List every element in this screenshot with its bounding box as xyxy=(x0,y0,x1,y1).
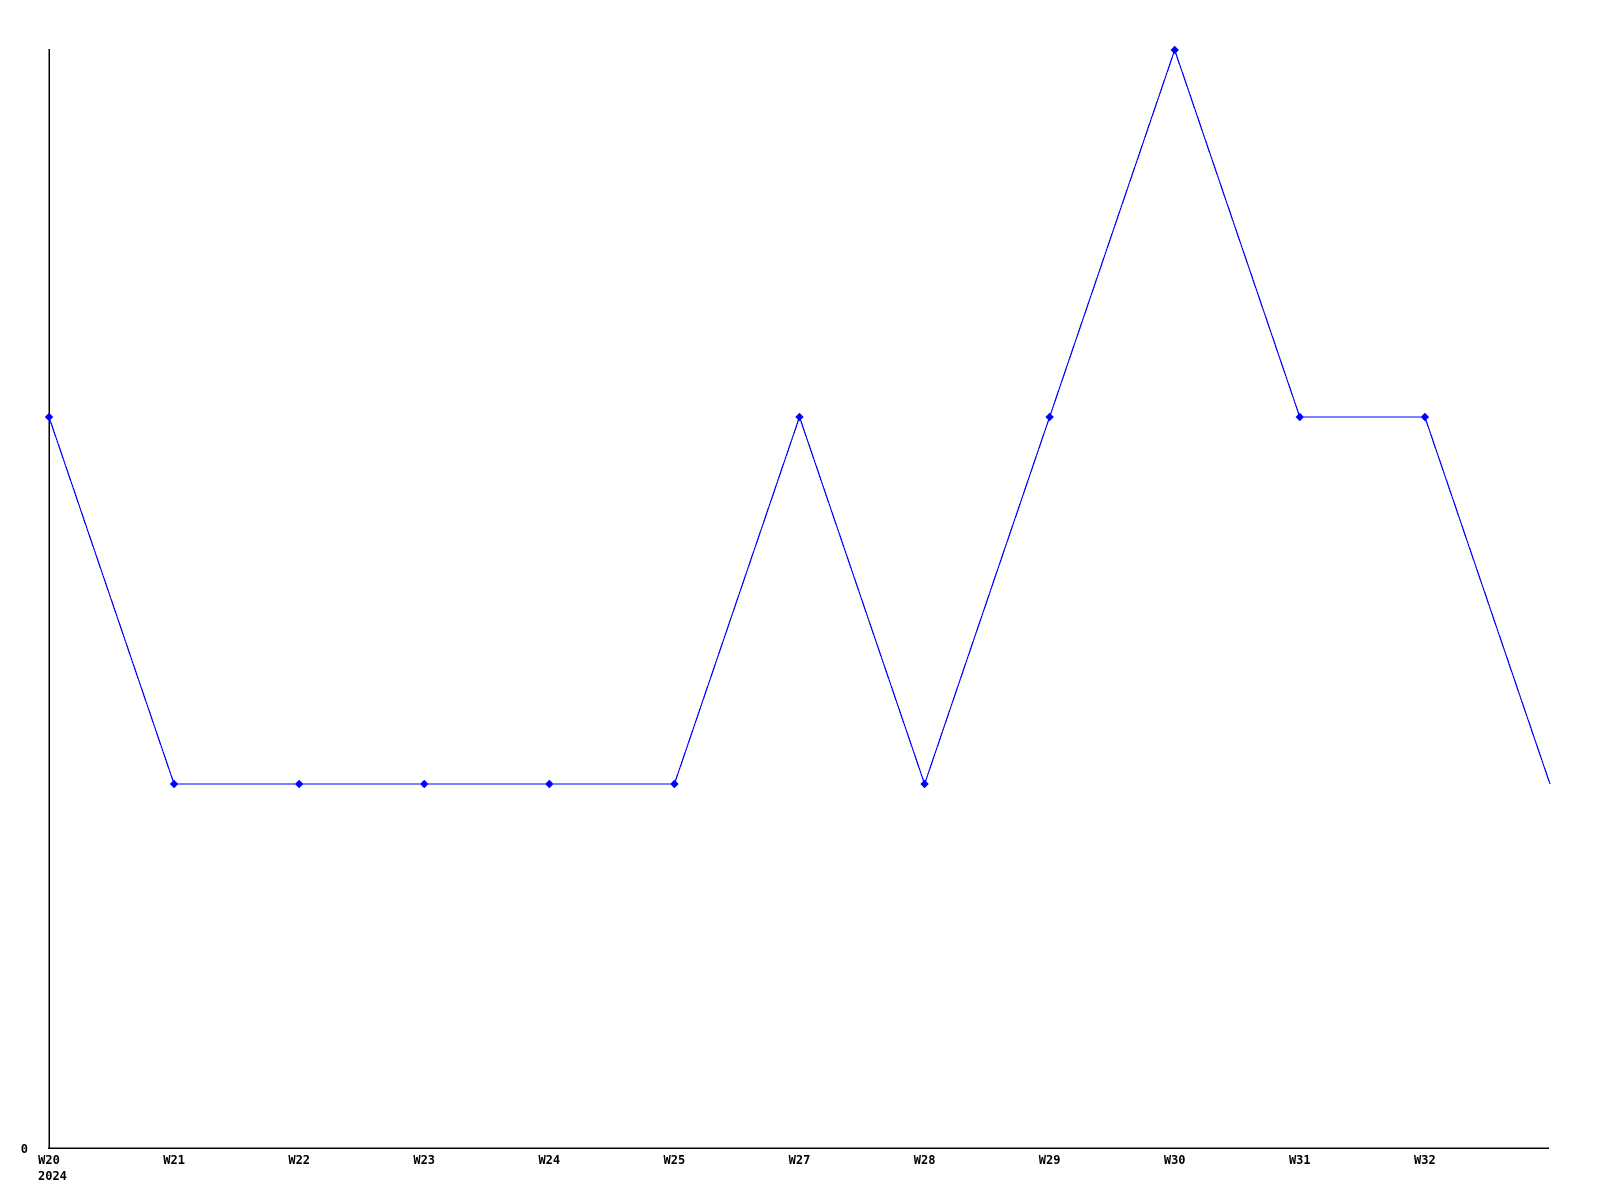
data-point-marker xyxy=(420,779,429,789)
x-tick-label: W31 xyxy=(1289,1153,1311,1167)
data-point-marker xyxy=(920,779,929,789)
data-point-marker xyxy=(1295,412,1305,422)
data-point-marker xyxy=(1420,412,1430,422)
data-point-marker xyxy=(795,412,804,422)
x-axis-year-label: 2024 xyxy=(38,1169,67,1183)
x-tick-label: W30 xyxy=(1164,1153,1186,1167)
data-point-marker xyxy=(44,412,54,422)
x-tick-label: W27 xyxy=(789,1153,811,1167)
y-tick-label: 0 xyxy=(21,1142,28,1156)
data-point-marker xyxy=(294,779,304,789)
x-tick-label: W32 xyxy=(1414,1153,1436,1167)
x-tick-label: W20 xyxy=(38,1153,60,1167)
x-tick-label: W25 xyxy=(664,1153,686,1167)
data-point-marker xyxy=(169,779,179,789)
x-tick-label: W23 xyxy=(413,1153,435,1167)
x-tick-label: W28 xyxy=(914,1153,936,1167)
data-point-marker xyxy=(545,779,554,789)
x-tick-label: W29 xyxy=(1039,1153,1061,1167)
data-point-marker xyxy=(1045,412,1054,422)
x-tick-label: W24 xyxy=(538,1153,560,1167)
data-point-marker xyxy=(1170,45,1179,55)
data-point-marker xyxy=(670,779,679,789)
x-tick-label: W22 xyxy=(288,1153,310,1167)
x-tick-label: W21 xyxy=(163,1153,185,1167)
